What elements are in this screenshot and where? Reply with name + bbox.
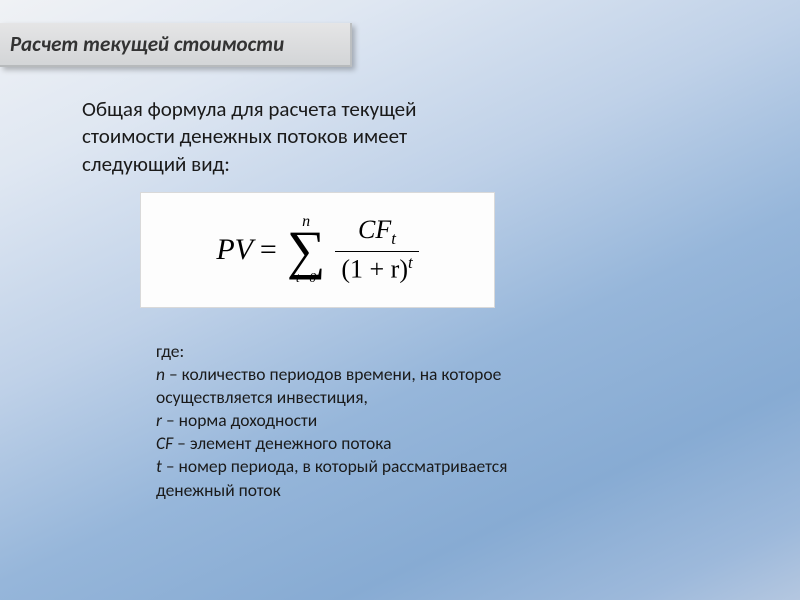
legend: где: n – количество периодов времени, на… bbox=[156, 340, 576, 502]
fraction: CFt (1 + r)t bbox=[335, 215, 418, 284]
formula-box: PV = n ∑ t=0 CFt (1 + r)t bbox=[140, 192, 495, 308]
legend-n: n – количество периодов времени, на кото… bbox=[156, 363, 576, 409]
legend-where: где: bbox=[156, 340, 576, 363]
legend-cf: CF – элемент денежного потока bbox=[156, 432, 576, 455]
intro-text: Общая формула для расчета текущей стоимо… bbox=[82, 96, 512, 178]
frac-denominator-base: (1 + r) bbox=[341, 255, 408, 284]
sum-lower: t=0 bbox=[296, 272, 316, 286]
frac-denominator-sup: t bbox=[408, 253, 413, 272]
sigma-icon: n ∑ t=0 bbox=[287, 214, 326, 286]
frac-numerator: CF bbox=[358, 215, 391, 244]
legend-t: t – номер периода, в который рассматрива… bbox=[156, 455, 576, 501]
page-title: Расчет текущей стоимости bbox=[10, 31, 284, 57]
formula-eq: = bbox=[260, 233, 277, 266]
title-bar: Расчет текущей стоимости bbox=[0, 23, 352, 67]
legend-r: r – норма доходности bbox=[156, 409, 576, 432]
formula-lhs: PV bbox=[216, 233, 252, 266]
frac-numerator-sub: t bbox=[391, 230, 396, 249]
pv-formula: PV = n ∑ t=0 CFt (1 + r)t bbox=[216, 214, 418, 286]
